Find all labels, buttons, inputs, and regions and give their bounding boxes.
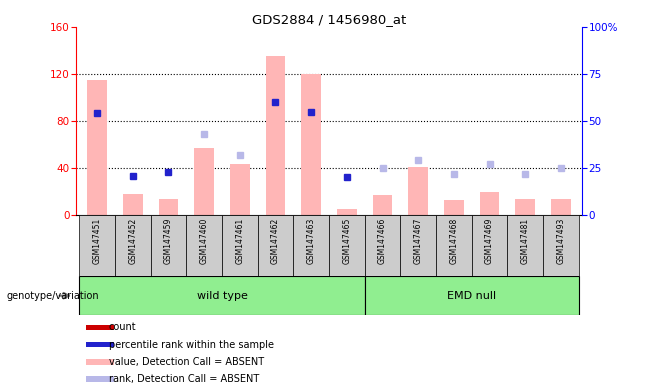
Bar bbox=[159, 199, 178, 215]
Bar bbox=[480, 192, 499, 215]
Text: count: count bbox=[109, 322, 136, 332]
Text: value, Detection Call = ABSENT: value, Detection Call = ABSENT bbox=[109, 357, 264, 367]
Bar bbox=[365, 276, 579, 315]
Text: genotype/variation: genotype/variation bbox=[7, 291, 99, 301]
Title: GDS2884 / 1456980_at: GDS2884 / 1456980_at bbox=[252, 13, 406, 26]
Bar bbox=[444, 200, 464, 215]
Bar bbox=[365, 215, 400, 276]
Text: GSM147466: GSM147466 bbox=[378, 218, 387, 265]
Text: GSM147451: GSM147451 bbox=[93, 218, 101, 264]
Text: GSM147465: GSM147465 bbox=[342, 218, 351, 265]
Bar bbox=[115, 215, 151, 276]
Bar bbox=[400, 215, 436, 276]
Text: EMD null: EMD null bbox=[447, 291, 496, 301]
Bar bbox=[79, 215, 115, 276]
Text: GSM147469: GSM147469 bbox=[485, 218, 494, 265]
Text: GSM147467: GSM147467 bbox=[414, 218, 422, 265]
Bar bbox=[258, 215, 293, 276]
Bar bbox=[409, 167, 428, 215]
Bar bbox=[86, 376, 114, 382]
Bar bbox=[230, 164, 249, 215]
Bar bbox=[515, 199, 535, 215]
Bar bbox=[337, 209, 357, 215]
Bar bbox=[86, 324, 114, 330]
Bar bbox=[436, 215, 472, 276]
Text: percentile rank within the sample: percentile rank within the sample bbox=[109, 339, 274, 349]
Text: GSM147462: GSM147462 bbox=[271, 218, 280, 264]
Text: GSM147463: GSM147463 bbox=[307, 218, 316, 265]
Bar bbox=[151, 215, 186, 276]
Text: wild type: wild type bbox=[197, 291, 247, 301]
Bar bbox=[266, 56, 286, 215]
Bar bbox=[86, 342, 114, 348]
Bar bbox=[293, 215, 329, 276]
Text: GSM147460: GSM147460 bbox=[199, 218, 209, 265]
Text: rank, Detection Call = ABSENT: rank, Detection Call = ABSENT bbox=[109, 374, 259, 384]
Bar bbox=[186, 215, 222, 276]
Text: GSM147481: GSM147481 bbox=[520, 218, 530, 264]
Bar bbox=[301, 74, 321, 215]
Bar bbox=[507, 215, 543, 276]
Bar bbox=[543, 215, 579, 276]
Bar bbox=[329, 215, 365, 276]
Bar bbox=[88, 80, 107, 215]
Text: GSM147493: GSM147493 bbox=[557, 218, 565, 265]
Bar bbox=[472, 215, 507, 276]
Text: GSM147459: GSM147459 bbox=[164, 218, 173, 265]
Bar bbox=[194, 148, 214, 215]
Bar bbox=[86, 359, 114, 365]
Bar bbox=[372, 195, 392, 215]
Bar bbox=[123, 194, 143, 215]
Bar bbox=[79, 276, 365, 315]
Text: GSM147461: GSM147461 bbox=[236, 218, 244, 264]
Text: GSM147452: GSM147452 bbox=[128, 218, 138, 264]
Bar bbox=[222, 215, 258, 276]
Text: GSM147468: GSM147468 bbox=[449, 218, 459, 264]
Bar bbox=[551, 199, 570, 215]
